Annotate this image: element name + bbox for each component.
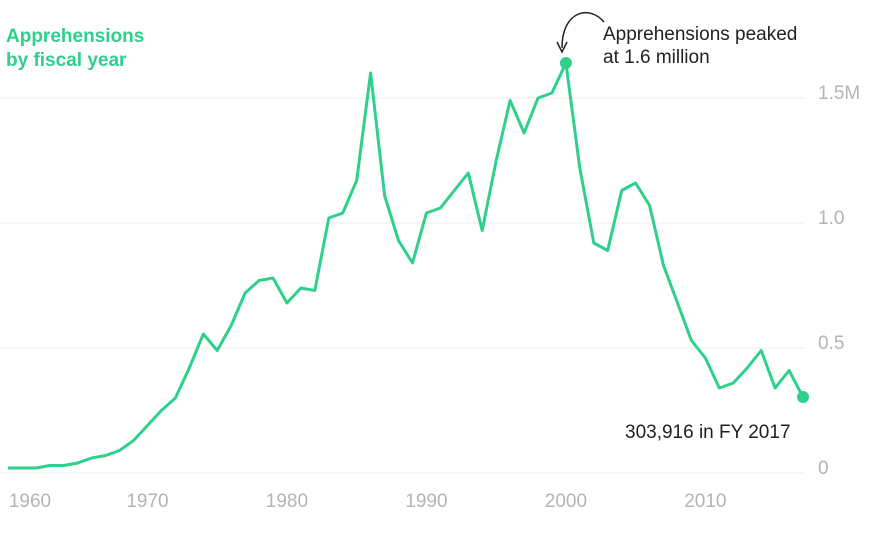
y-tick-label: 1.5M (818, 83, 860, 104)
line (8, 61, 805, 470)
y-tick-label: 0 (818, 458, 829, 479)
x-tick-label: 1960 (9, 491, 51, 512)
x-tick-label: 1970 (126, 491, 168, 512)
annotation: Apprehensions peaked at 1.6 million (603, 24, 798, 68)
x-tick-label: 2010 (684, 491, 726, 512)
annotation: 303,916 in FY 2017 (625, 422, 791, 443)
chart-title: Apprehensions by fiscal year (6, 26, 145, 71)
x-tick-label: 1980 (266, 491, 308, 512)
x-tick-label: 2000 (545, 491, 587, 512)
point (797, 391, 809, 404)
x-tick-label: 1990 (405, 491, 447, 512)
point (559, 57, 572, 69)
arrow (561, 12, 605, 49)
y-tick-label: 1.0 (818, 208, 844, 229)
arrow-head (556, 41, 568, 54)
y-tick-label: 0.5 (818, 333, 844, 354)
